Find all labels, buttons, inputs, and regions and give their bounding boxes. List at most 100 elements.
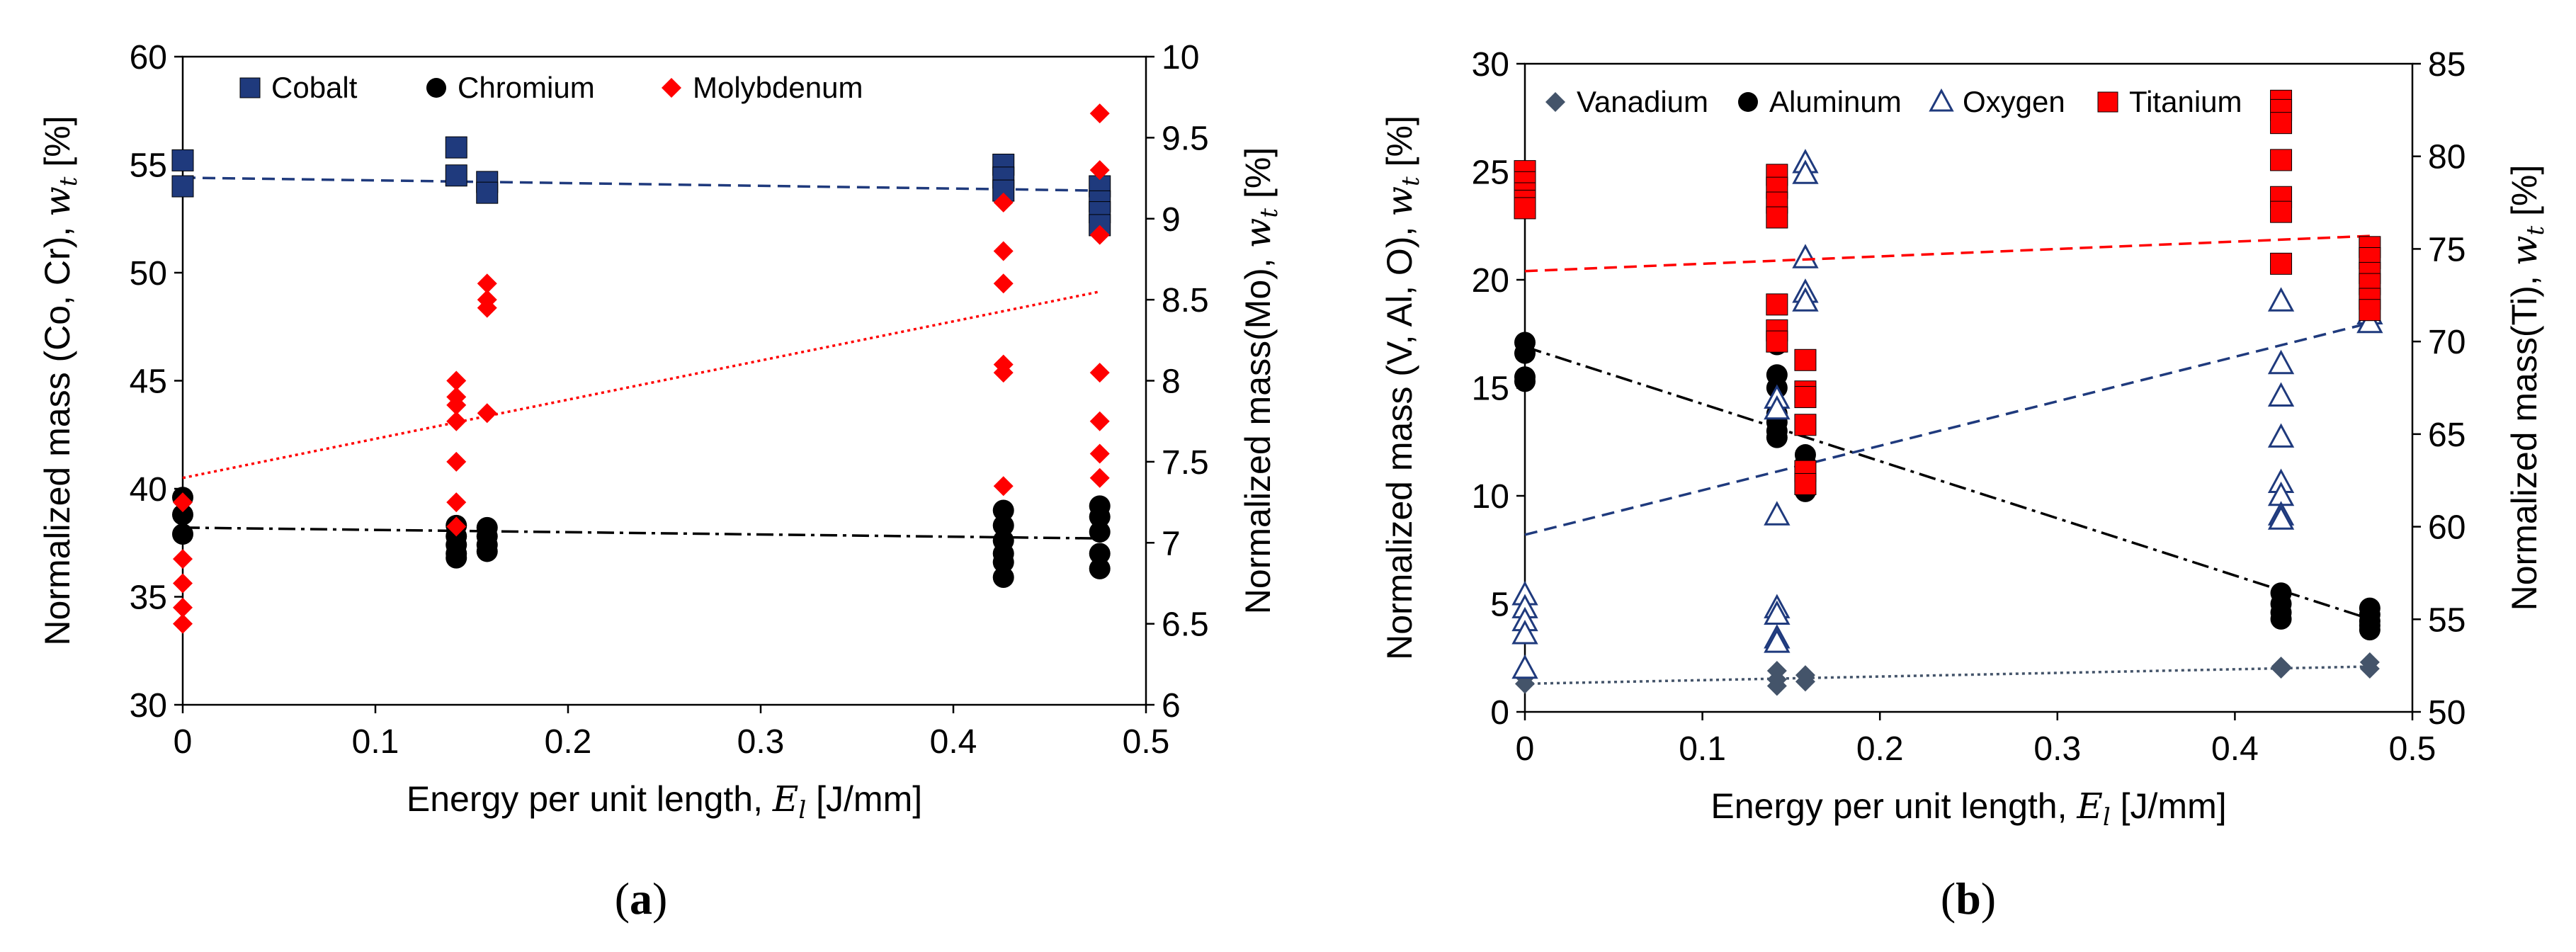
y-right-axis-title-unit: [%] (2504, 165, 2544, 226)
data-point-aluminum (1766, 426, 1788, 448)
y-left-tick-label: 0 (1490, 694, 1509, 732)
y-right-axis-title-subscript: t (1255, 208, 1283, 218)
data-point-molybdenum (446, 516, 467, 537)
data-point-oxygen (1792, 287, 1819, 312)
x-tick-label: 0 (1516, 730, 1535, 768)
x-axis-title-text: Energy per unit length, (1710, 786, 2077, 826)
y-left-axis-title-text: Normalized mass (V, Al, O), (1380, 217, 1419, 660)
data-point-molybdenum (993, 192, 1014, 212)
legend-label-cobalt: Cobalt (271, 71, 358, 104)
legend-label-vanadium: Vanadium (1577, 85, 1708, 118)
data-point-chromium (1089, 557, 1111, 579)
data-point-vanadium (1766, 676, 1787, 696)
y-right-tick-label: 80 (2428, 139, 2466, 176)
data-point-chromium (1089, 543, 1111, 565)
data-point-cobalt (445, 164, 467, 187)
x-axis-title-unit: [J/mm] (2111, 786, 2227, 826)
data-point-titanium (2270, 200, 2293, 223)
trend-line-aluminum (1524, 345, 2371, 620)
trend-line-molybdenum (182, 290, 1101, 480)
data-point-molybdenum (993, 363, 1014, 383)
y-left-tick-label: 45 (130, 363, 167, 401)
data-point-vanadium (2359, 659, 2380, 679)
y-left-axis-title-unit: [%] (38, 115, 77, 176)
trend-line-vanadium (1524, 665, 2370, 686)
x-tick-label: 0.1 (1679, 730, 1726, 768)
x-tick-label: 0.4 (2211, 730, 2259, 768)
y-left-tick-label: 35 (130, 579, 167, 617)
x-axis-title-symbol: E (772, 778, 799, 820)
data-point-oxygen (2267, 349, 2295, 375)
y-right-tick-label: 9 (1162, 201, 1181, 239)
data-point-oxygen (1511, 620, 1538, 645)
data-point-molybdenum (446, 395, 467, 415)
series-aluminum (1514, 332, 2381, 641)
data-point-molybdenum (993, 476, 1014, 497)
data-point-oxygen (1764, 628, 1791, 653)
data-point-cobalt (476, 181, 499, 204)
y-right-tick-label: 8.5 (1162, 282, 1209, 319)
y-right-tick-label: 10 (1162, 39, 1199, 76)
x-tick-label: 0.5 (2389, 730, 2436, 768)
y-right-tick-label: 55 (2428, 601, 2466, 639)
data-point-cobalt (171, 175, 194, 198)
data-point-molybdenum (993, 241, 1014, 261)
x-tick-label: 0.3 (2033, 730, 2081, 768)
legend-label-chromium: Chromium (458, 71, 595, 104)
data-point-vanadium (2271, 659, 2291, 679)
data-point-chromium (992, 567, 1014, 589)
y-right-tick-label: 7.5 (1162, 444, 1209, 482)
y-right-tick-label: 6 (1162, 687, 1181, 725)
x-tick-label: 0.4 (930, 723, 977, 761)
y-left-tick-label: 50 (130, 255, 167, 293)
data-point-titanium (1794, 348, 1817, 371)
y-left-axis-title-symbol: w (37, 186, 78, 217)
trend-line-oxygen (1524, 322, 2371, 536)
data-point-titanium (2270, 112, 2293, 135)
series-vanadium (1515, 652, 2380, 696)
y-left-axis-title-text: Normalized mass (Co, Cr), (38, 217, 77, 646)
series-oxygen (1511, 149, 2383, 679)
data-point-titanium (2359, 299, 2381, 322)
data-point-oxygen (2267, 287, 2295, 312)
data-point-oxygen (1764, 600, 1791, 625)
data-point-chromium (992, 551, 1014, 573)
y-left-tick-label: 25 (1472, 154, 1509, 192)
x-tick-label: 0 (174, 723, 193, 761)
data-point-vanadium (1795, 672, 1815, 692)
y-left-tick-label: 15 (1472, 370, 1509, 408)
x-axis-title: Energy per unit length, El [J/mm] (1710, 786, 2226, 832)
data-point-oxygen (1764, 501, 1791, 526)
chart-panel-a: 0 0.1 0.2 0.3 0.4 0.5 30 35 40 45 50 55 60 6 6.5 7 7.5 8 8… (37, 39, 1283, 924)
y-left-tick-label: 20 (1472, 262, 1509, 300)
data-point-molybdenum (1089, 160, 1110, 181)
data-point-aluminum (1514, 342, 1536, 364)
trend-line-titanium (1524, 234, 2370, 273)
x-axis-title-unit: [J/mm] (806, 779, 922, 819)
y-right-axis-title: Normalized mass(Ti), wt [%] (2504, 165, 2550, 611)
data-point-molybdenum (173, 613, 193, 634)
y-left-tick-label: 60 (130, 39, 167, 76)
y-left-axis-title-subscript: t (55, 176, 83, 186)
data-point-titanium (1766, 206, 1788, 229)
y-right-tick-label: 9.5 (1162, 120, 1209, 157)
y-left-tick-label: 55 (130, 147, 167, 185)
y-right-axis-title: Normalized mass(Mo), wt [%] (1237, 147, 1283, 614)
data-point-chromium (1089, 521, 1111, 543)
chart-panel-b: 0 0.1 0.2 0.3 0.4 0.5 0 5 10 15 20 25 30 50 55 60 65 70 75… (1379, 46, 2550, 924)
y-right-tick-label: 60 (2428, 509, 2466, 547)
y-right-tick-label: 7 (1162, 525, 1181, 562)
x-tick-label: 0.3 (737, 723, 785, 761)
data-point-aluminum (2270, 608, 2292, 630)
data-point-titanium (1794, 386, 1817, 409)
series-cobalt (171, 136, 1111, 237)
legend-marker-chromium (426, 78, 446, 98)
y-left-tick-label: 30 (130, 687, 167, 725)
data-point-molybdenum (173, 597, 193, 618)
data-point-oxygen (1764, 395, 1791, 420)
data-point-titanium (2270, 149, 2293, 171)
x-tick-label: 0.2 (1856, 730, 1904, 768)
y-right-tick-label: 70 (2428, 324, 2466, 361)
